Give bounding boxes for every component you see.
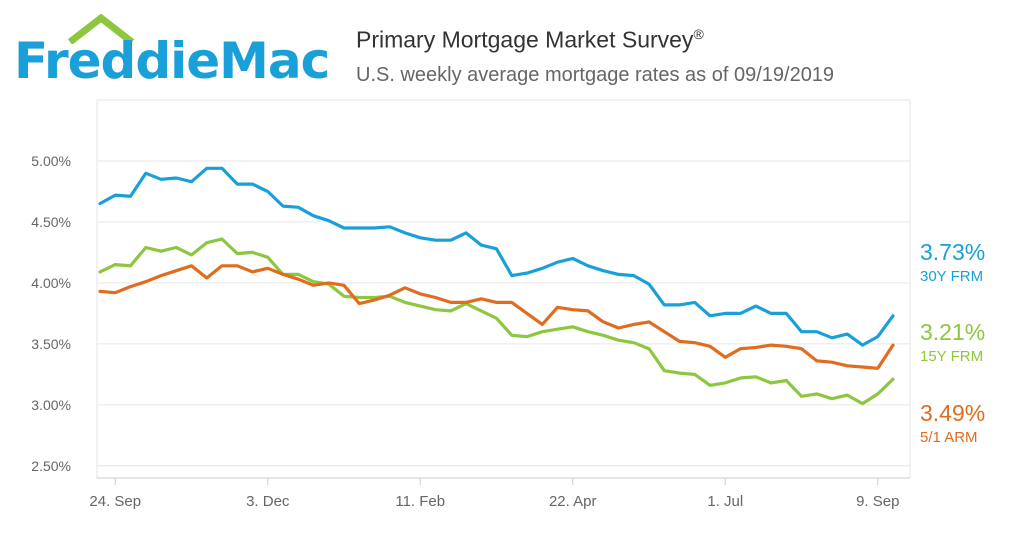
y-tick-label: 2.50% (31, 458, 71, 474)
end-value-15y-frm: 3.21% (920, 319, 986, 346)
series-layer (98, 166, 895, 406)
y-tick-label: 3.00% (31, 397, 71, 413)
series-line-30y-frm (98, 166, 895, 347)
end-name-15y-frm: 15Y FRM (920, 348, 984, 366)
series-line-15y-frm (98, 237, 895, 406)
end-value-5-1-arm: 3.49% (920, 400, 986, 427)
x-tick-label: 9. Sep (856, 493, 899, 510)
x-axis-ticks: 24. Sep 3. Dec 11. Feb 22. Apr 1. Jul 9. Sep (89, 478, 899, 510)
chart-subtitle: U.S. weekly average mortgage rates as of… (356, 64, 835, 86)
logo-wordmark: FreddieMac (14, 32, 330, 90)
end-label-30y-frm: 3.73% 30Y FRM (920, 239, 985, 285)
end-name-5-1-arm: 5/1 ARM (920, 429, 978, 447)
y-tick-label: 4.00% (31, 275, 71, 291)
y-tick-label: 4.50% (31, 214, 71, 230)
x-tick-label: 1. Jul (707, 493, 743, 510)
grid-layer (97, 160, 910, 467)
chart-title: Primary Mortgage Market Survey® (356, 26, 704, 53)
series-line-5-1-arm (98, 264, 895, 370)
x-tick-label: 22. Apr (549, 493, 597, 510)
x-tick-label: 11. Feb (395, 493, 445, 510)
y-tick-label: 5.00% (31, 153, 71, 169)
freddie-mac-logo: FreddieMac (14, 14, 334, 94)
x-tick-label: 24. Sep (89, 493, 141, 510)
end-label-15y-frm: 3.21% 15Y FRM (920, 319, 985, 365)
end-value-30y-frm: 3.73% (920, 238, 986, 265)
end-label-5-1-arm: 3.49% 5/1 ARM (920, 400, 985, 446)
x-tick-label: 3. Dec (246, 493, 290, 510)
plot-border (96, 99, 911, 479)
y-axis-ticks: 2.50% 3.00% 3.50% 4.00% 4.50% 5.00% (31, 153, 71, 474)
end-name-30y-frm: 30Y FRM (920, 267, 984, 285)
house-roof-icon (67, 14, 135, 44)
y-tick-label: 3.50% (31, 336, 71, 352)
